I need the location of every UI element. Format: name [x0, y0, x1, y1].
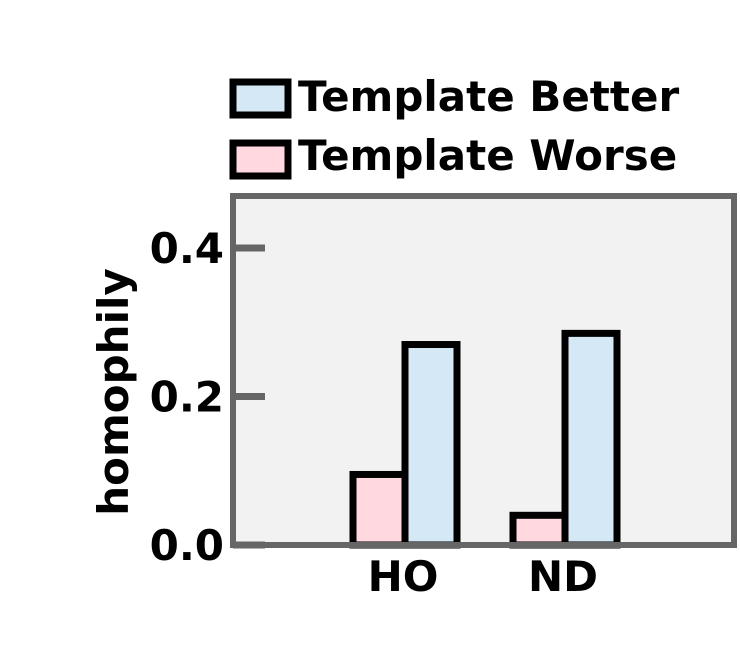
- legend-swatch-template-better: [229, 78, 292, 119]
- bar-ho-template-worse: [349, 470, 409, 549]
- y-tick-label: 0.0: [150, 521, 224, 570]
- y-axis-label: homophily: [89, 268, 138, 516]
- y-tick-label: 0.4: [150, 224, 224, 273]
- y-axis: 0.0 0.2 0.4: [150, 224, 265, 570]
- y-tick-label: 0.2: [150, 372, 224, 421]
- legend: Template Better Template Worse: [229, 72, 679, 180]
- x-axis: HO ND: [368, 552, 598, 601]
- legend-label-template-better: Template Better: [298, 72, 679, 121]
- bar-nd-template-worse: [509, 511, 569, 549]
- legend-swatch-template-worse: [229, 139, 292, 180]
- bar-nd-template-better: [561, 329, 621, 549]
- x-tick-label-nd: ND: [528, 552, 598, 601]
- plot-area: [233, 196, 734, 545]
- bars-group: [349, 329, 621, 549]
- plot-frame: [230, 193, 737, 548]
- legend-label-template-worse: Template Worse: [298, 131, 677, 180]
- x-tick-label-ho: HO: [368, 552, 439, 601]
- bar-ho-template-better: [401, 341, 461, 549]
